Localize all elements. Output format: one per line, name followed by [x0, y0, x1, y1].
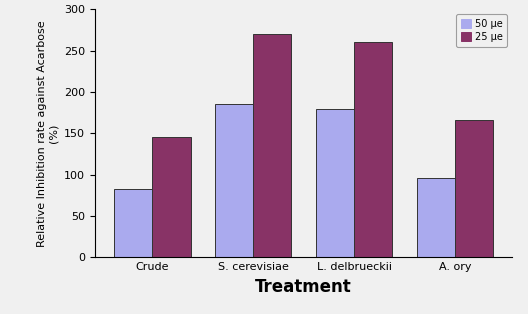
- X-axis label: Treatment: Treatment: [255, 278, 352, 296]
- Bar: [253, 34, 291, 257]
- Bar: [417, 178, 455, 257]
- Bar: [114, 189, 152, 257]
- Bar: [316, 110, 354, 257]
- Bar: [354, 42, 392, 257]
- Bar: [152, 137, 191, 257]
- Bar: [215, 104, 253, 257]
- Bar: [455, 120, 493, 257]
- Y-axis label: Relative Inhibition rate against Acarbose
(%): Relative Inhibition rate against Acarbos…: [37, 20, 59, 247]
- Legend: 50 μe, 25 μe: 50 μe, 25 μe: [456, 14, 507, 47]
